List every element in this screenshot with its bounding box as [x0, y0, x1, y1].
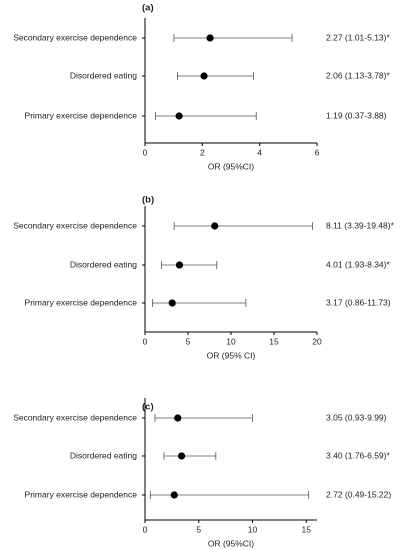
point-estimate [177, 452, 186, 460]
x-tick-label: 0 [143, 336, 148, 346]
point-estimate [175, 112, 183, 120]
category-label: Primary exercise dependence [25, 489, 138, 499]
category-label: Disordered eating [70, 70, 137, 80]
value-label: 1.19 (0.37-3.88) [326, 110, 387, 120]
point-estimate [200, 72, 208, 80]
x-tick-label: 5 [186, 336, 191, 346]
value-label: 2.27 (1.01-5.13)* [326, 32, 390, 42]
x-axis-label: OR (95%CI) [208, 161, 254, 171]
value-label: 3.40 (1.76-6.59)* [326, 450, 390, 460]
point-estimate [206, 34, 214, 42]
value-label: 3.17 (0.86-11.73) [326, 297, 391, 307]
x-axis-label: OR (95% CI) [207, 350, 256, 360]
panel-title: (c) [142, 402, 154, 413]
x-tick-label: 10 [226, 336, 236, 346]
panel-title: (a) [142, 3, 154, 14]
x-tick-label: 0 [143, 147, 148, 157]
x-tick-label: 2 [200, 147, 205, 157]
point-estimate [170, 491, 178, 499]
category-label: Secondary exercise dependence [13, 32, 137, 42]
x-tick-label: 20 [312, 336, 322, 346]
x-tick-label: 5 [196, 524, 201, 534]
point-estimate [174, 414, 182, 422]
x-tick-label: 15 [302, 524, 312, 534]
category-label: Disordered eating [70, 450, 137, 460]
x-axis-label: OR (95%CI) [208, 538, 254, 548]
point-estimate [168, 299, 176, 307]
value-label: 4.01 (1.93-8.34)* [326, 259, 390, 269]
point-estimate [175, 261, 184, 269]
x-tick-label: 0 [143, 524, 148, 534]
point-estimate [211, 222, 219, 230]
x-tick-label: 15 [269, 336, 279, 346]
x-tick-label: 6 [315, 147, 320, 157]
x-tick-label: 10 [248, 524, 258, 534]
value-label: 2.72 (0.49-15.22) [326, 489, 391, 499]
value-label: 8.11 (3.39-19.48)* [326, 220, 395, 230]
category-label: Secondary exercise dependence [13, 220, 137, 230]
category-label: Secondary exercise dependence [13, 412, 137, 422]
panel-title: (b) [142, 195, 154, 206]
value-label: 2.06 (1.13-3.78)* [326, 70, 390, 80]
category-label: Primary exercise dependence [25, 110, 138, 120]
value-label: 3.05 (0.93-9.99) [326, 412, 387, 422]
category-label: Disordered eating [70, 259, 137, 269]
x-tick-label: 4 [257, 147, 262, 157]
category-label: Primary exercise dependence [25, 297, 138, 307]
